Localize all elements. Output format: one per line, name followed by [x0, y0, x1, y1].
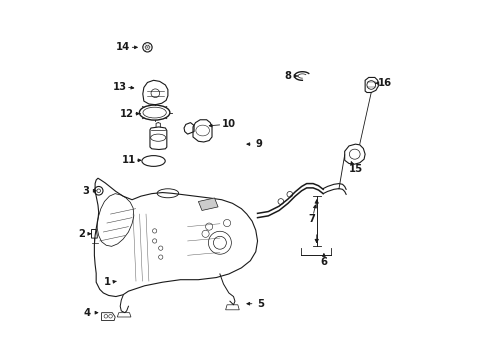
Text: 5: 5 [258, 299, 265, 309]
Text: 8: 8 [285, 71, 292, 81]
Text: 6: 6 [320, 257, 327, 267]
Text: 13: 13 [113, 82, 126, 92]
Text: 9: 9 [256, 139, 263, 149]
Text: 12: 12 [120, 109, 134, 119]
Text: 2: 2 [78, 229, 85, 239]
Text: 10: 10 [222, 120, 236, 129]
Text: 15: 15 [349, 164, 363, 174]
Polygon shape [198, 198, 218, 211]
Text: 4: 4 [84, 308, 91, 318]
Text: 1: 1 [103, 277, 111, 287]
Text: 3: 3 [82, 186, 89, 196]
Text: 11: 11 [122, 155, 136, 165]
Text: 14: 14 [116, 42, 130, 52]
Text: 16: 16 [378, 78, 392, 88]
Text: 7: 7 [308, 215, 315, 224]
